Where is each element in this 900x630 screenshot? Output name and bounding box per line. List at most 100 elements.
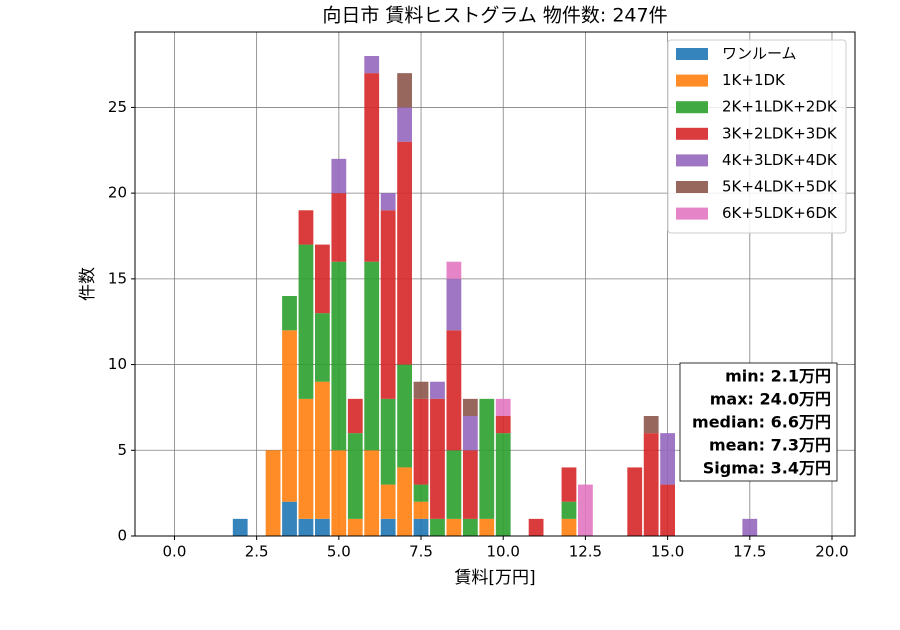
- legend-swatch: [676, 101, 708, 114]
- legend-label: ワンルーム: [722, 45, 797, 63]
- bar: [742, 518, 758, 536]
- x-tick-label: 17.5: [733, 543, 766, 561]
- bar: [495, 398, 511, 416]
- legend-swatch: [676, 127, 708, 140]
- bar: [446, 450, 462, 519]
- bar: [446, 330, 462, 451]
- bar: [430, 398, 445, 519]
- stats-text: max: 24.0万円: [710, 390, 831, 409]
- bar: [413, 484, 429, 502]
- chart-title: 向日市 賃料ヒストグラム 物件数: 247件: [322, 5, 667, 27]
- x-axis-label: 賃料[万円]: [454, 568, 535, 588]
- y-tick-label: 25: [108, 98, 127, 116]
- bar: [495, 433, 511, 536]
- bar: [298, 244, 314, 399]
- bar: [643, 416, 659, 434]
- bar: [462, 450, 478, 519]
- x-tick-label: 20.0: [815, 543, 848, 561]
- y-tick-label: 15: [108, 269, 127, 287]
- legend-label: 1K+1DK: [722, 71, 786, 89]
- legend-label: 3K+2LDK+3DK: [722, 124, 838, 142]
- legend-box: [667, 39, 847, 234]
- y-tick-label: 20: [108, 184, 127, 202]
- bar: [660, 433, 675, 485]
- bar: [413, 398, 429, 485]
- bar: [315, 244, 330, 314]
- x-tick-label: 0.0: [163, 543, 187, 561]
- bar: [430, 518, 445, 536]
- x-tick-label: 10.0: [487, 543, 520, 561]
- bar: [315, 518, 330, 536]
- legend-label: 2K+1LDK+2DK: [722, 98, 838, 116]
- bar: [265, 450, 281, 536]
- bar: [364, 73, 380, 262]
- bar: [380, 210, 396, 399]
- x-tick-label: 5.0: [327, 543, 351, 561]
- bar: [315, 313, 330, 382]
- legend-swatch: [676, 74, 708, 87]
- bar: [413, 518, 429, 536]
- stats-text: median: 6.6万円: [692, 413, 831, 432]
- bar: [331, 158, 347, 194]
- bar: [298, 210, 314, 245]
- x-tick-label: 12.5: [569, 543, 602, 561]
- y-tick-label: 10: [108, 355, 127, 373]
- bar: [298, 398, 314, 519]
- bar: [364, 450, 380, 536]
- bar: [364, 56, 380, 74]
- legend-swatch: [676, 181, 708, 193]
- bar: [397, 364, 412, 468]
- legend: ワンルーム 1K+1DK 2K+1LDK+2DK 3K+2LDK+3DK 4K+3LDK…: [667, 39, 847, 234]
- bar: [347, 433, 363, 519]
- legend-label: 5K+4LDK+5DK: [722, 178, 838, 196]
- legend-label: 4K+3LDK+4DK: [722, 151, 838, 169]
- bar: [282, 501, 297, 536]
- bar: [397, 467, 412, 536]
- bar: [331, 450, 347, 536]
- bar: [561, 467, 577, 502]
- y-tick-label: 0: [117, 527, 127, 545]
- bar: [315, 381, 330, 519]
- y-tick-label: 5: [117, 441, 127, 459]
- bar: [380, 518, 396, 536]
- legend-label: 6K+5LDK+6DK: [722, 204, 838, 222]
- bar: [479, 518, 495, 536]
- x-tick-label: 7.5: [409, 543, 433, 561]
- legend-swatch: [676, 207, 708, 220]
- bar: [462, 398, 478, 416]
- plot-frame: [134, 31, 856, 537]
- bar: [561, 518, 577, 536]
- y-axis-label: 件数: [78, 267, 98, 301]
- x-tick-label: 15.0: [651, 543, 684, 561]
- bar: [331, 193, 347, 262]
- bar: [364, 261, 380, 451]
- bar: [479, 398, 495, 519]
- bar: [298, 518, 314, 536]
- bar: [561, 501, 577, 519]
- bar: [578, 484, 593, 536]
- bar: [282, 296, 297, 331]
- bar: [331, 261, 347, 451]
- bar: [397, 107, 412, 142]
- bar: [397, 141, 412, 365]
- legend-swatch: [676, 48, 708, 60]
- bar: [413, 381, 429, 399]
- bar: [347, 518, 363, 536]
- bar: [232, 518, 248, 536]
- bar: [413, 501, 429, 519]
- bar: [446, 278, 462, 331]
- bar: [462, 518, 478, 536]
- bar: [380, 193, 396, 211]
- bar: [462, 416, 478, 451]
- stats-text: mean: 7.3万円: [709, 436, 831, 455]
- bar: [347, 398, 363, 434]
- bar: [380, 398, 396, 485]
- bar: [627, 467, 643, 536]
- bar: [397, 73, 412, 108]
- x-tick-label: 2.5: [245, 543, 269, 561]
- bar: [282, 330, 297, 502]
- bar: [446, 261, 462, 279]
- bar: [495, 416, 511, 434]
- stats-box: [679, 362, 838, 482]
